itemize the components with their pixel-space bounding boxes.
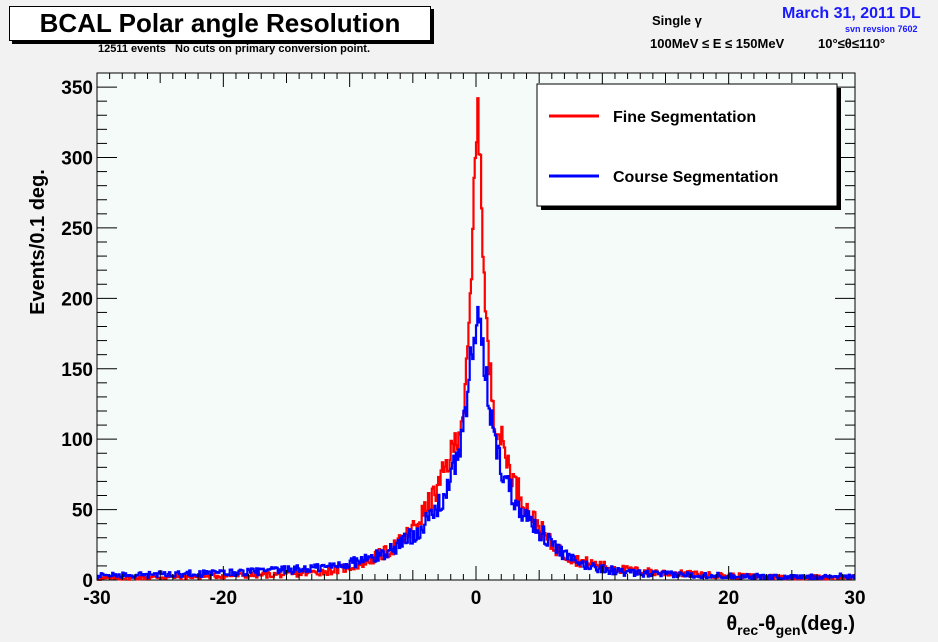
y-tick-label: 350 xyxy=(61,78,93,99)
x-tick-label: -20 xyxy=(210,588,237,609)
y-tick-label: 200 xyxy=(61,289,93,310)
particle-label: Single γ xyxy=(652,13,702,28)
x-axis-label-part: (deg.) xyxy=(801,613,855,635)
date-label: March 31, 2011 DL xyxy=(782,5,921,22)
y-tick-label: 250 xyxy=(61,219,93,240)
theta-range-label: 10°≤θ≤110° xyxy=(818,36,886,51)
legend-label: Fine Segmentation xyxy=(613,109,756,126)
x-axis-label-subscript: rec xyxy=(737,622,758,638)
energy-range-label: 100MeV ≤ E ≤ 150MeV xyxy=(650,36,785,51)
x-axis-label-subscript: gen xyxy=(776,622,801,638)
legend-label: Course Segmentation xyxy=(613,169,778,186)
x-tick-label: 20 xyxy=(718,588,739,609)
y-tick-label: 150 xyxy=(61,360,93,381)
y-tick-label: 300 xyxy=(61,149,93,170)
y-tick-label: 0 xyxy=(82,571,93,592)
x-tick-label: 0 xyxy=(471,588,482,609)
y-axis-label: Events/0.1 deg. xyxy=(27,169,49,315)
legend-box xyxy=(536,83,838,207)
svn-label: svn revsion 7602 xyxy=(845,24,918,34)
events-subtitle: 12511 events No cuts on primary conversi… xyxy=(98,43,371,55)
x-tick-label: 30 xyxy=(844,588,865,609)
x-tick-label: 10 xyxy=(592,588,613,609)
x-axis-label-part: θ xyxy=(726,613,737,635)
x-tick-label: -10 xyxy=(336,588,363,609)
x-axis-label: θrec-θgen(deg.) xyxy=(726,613,855,638)
y-tick-label: 100 xyxy=(61,430,93,451)
plot-title: BCAL Polar angle Resolution xyxy=(9,6,431,41)
y-tick-label: 50 xyxy=(72,501,93,522)
x-tick-label: -30 xyxy=(83,588,110,609)
x-axis-label-part: -θ xyxy=(758,613,775,635)
